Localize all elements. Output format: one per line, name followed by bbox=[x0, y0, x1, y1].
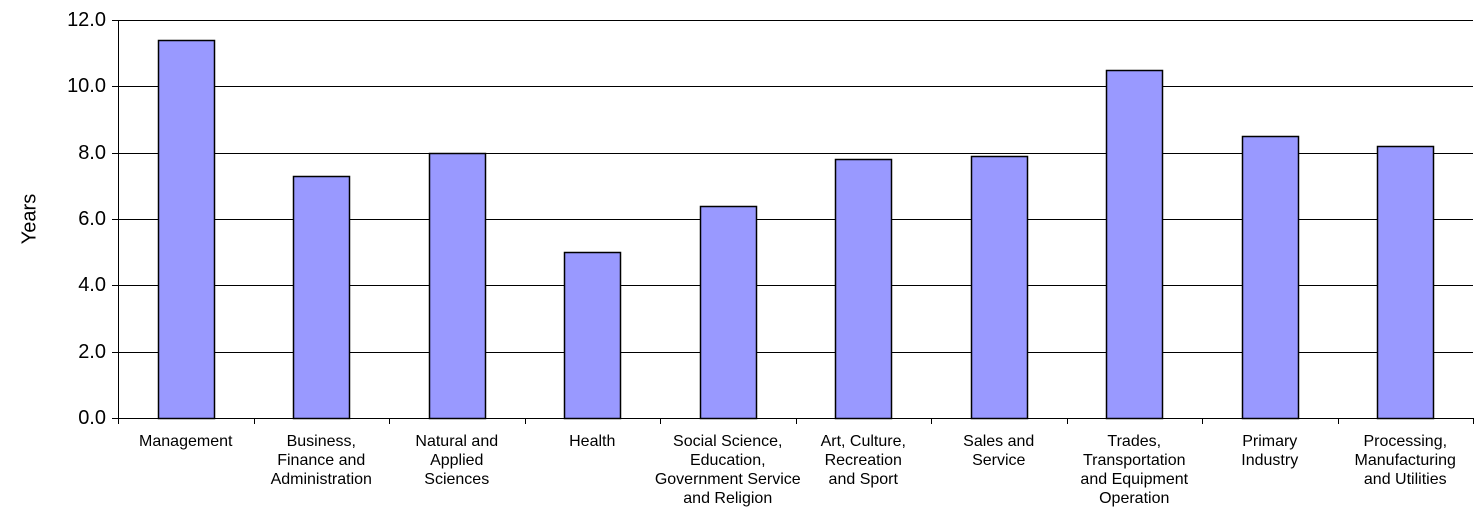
x-category-label: Health bbox=[569, 433, 615, 450]
x-category-label-line: Education, bbox=[690, 452, 766, 469]
x-category-label: Business, Finance and Administration bbox=[271, 433, 372, 488]
y-axis-title: Years bbox=[18, 194, 40, 244]
x-category-label-line: Operation bbox=[1099, 490, 1169, 507]
x-category-label-line: and Religion bbox=[683, 490, 772, 507]
y-tick-label: 8.0 bbox=[78, 142, 106, 164]
bar bbox=[1105, 69, 1164, 420]
x-category-label-line: Natural and bbox=[415, 433, 498, 450]
y-tick-label: 12.0 bbox=[67, 9, 106, 31]
y-tick-label: 4.0 bbox=[78, 274, 106, 296]
y-tick-labels: 0.0 2.0 4.0 6.0 8.0 10.0 12.0 bbox=[67, 9, 106, 429]
bar bbox=[563, 251, 622, 420]
x-category-label-line: Service bbox=[972, 452, 1025, 469]
bar bbox=[970, 155, 1029, 420]
x-category-label: Trades, Transportation and Equipment Operat… bbox=[1080, 433, 1188, 507]
x-category-label-line: Business, bbox=[287, 433, 356, 450]
y-tick-label: 6.0 bbox=[78, 208, 106, 230]
y-tick-label: 0.0 bbox=[78, 407, 106, 429]
x-category-label-line: and Equipment bbox=[1080, 471, 1188, 488]
x-category-label: Primary Industry bbox=[1241, 433, 1298, 469]
bar bbox=[292, 175, 351, 420]
y-tick-label: 10.0 bbox=[67, 75, 106, 97]
x-category-label-line: and Utilities bbox=[1364, 471, 1447, 488]
bar bbox=[699, 205, 758, 420]
x-category-label-line: Finance and bbox=[277, 452, 365, 469]
bar bbox=[1376, 145, 1435, 420]
x-category-label: Natural and Applied Sciences bbox=[415, 433, 498, 488]
x-category-label-line: Transportation bbox=[1083, 452, 1186, 469]
axes bbox=[112, 20, 1474, 424]
bars bbox=[157, 39, 1435, 420]
bar bbox=[157, 39, 216, 420]
x-category-label: Management bbox=[139, 433, 233, 450]
x-category-label-line: Social Science, bbox=[673, 433, 782, 450]
bar bbox=[428, 152, 487, 420]
x-category-label-line: Management bbox=[139, 433, 233, 450]
x-category-label-line: Applied bbox=[430, 452, 483, 469]
x-category-label: Art, Culture, Recreation and Sport bbox=[821, 433, 906, 488]
x-category-label: Social Science, Education, Government Serv… bbox=[655, 433, 801, 507]
x-category-label-line: Government Service bbox=[655, 471, 801, 488]
y-tick-label: 2.0 bbox=[78, 341, 106, 363]
x-category-label-line: Health bbox=[569, 433, 615, 450]
x-category-label-line: Primary bbox=[1242, 433, 1297, 450]
x-category-label-line: and Sport bbox=[829, 471, 899, 488]
bar bbox=[1241, 135, 1300, 420]
x-category-label-line: Processing, bbox=[1363, 433, 1447, 450]
x-category-label-line: Recreation bbox=[825, 452, 902, 469]
x-category-label-line: Trades, bbox=[1107, 433, 1161, 450]
x-category-label-line: Administration bbox=[271, 471, 372, 488]
x-category-label-line: Manufacturing bbox=[1355, 452, 1456, 469]
x-category-label-line: Sciences bbox=[424, 471, 489, 488]
x-category-label-line: Art, Culture, bbox=[821, 433, 906, 450]
bar bbox=[834, 158, 893, 420]
x-category-label: Processing, Manufacturing and Utilities bbox=[1355, 433, 1456, 488]
x-category-labels: Management Business, Finance and Administra… bbox=[139, 433, 1456, 507]
x-category-label-line: Industry bbox=[1241, 452, 1298, 469]
x-category-label-line: Sales and bbox=[963, 433, 1034, 450]
x-category-label: Sales and Service bbox=[963, 433, 1034, 469]
